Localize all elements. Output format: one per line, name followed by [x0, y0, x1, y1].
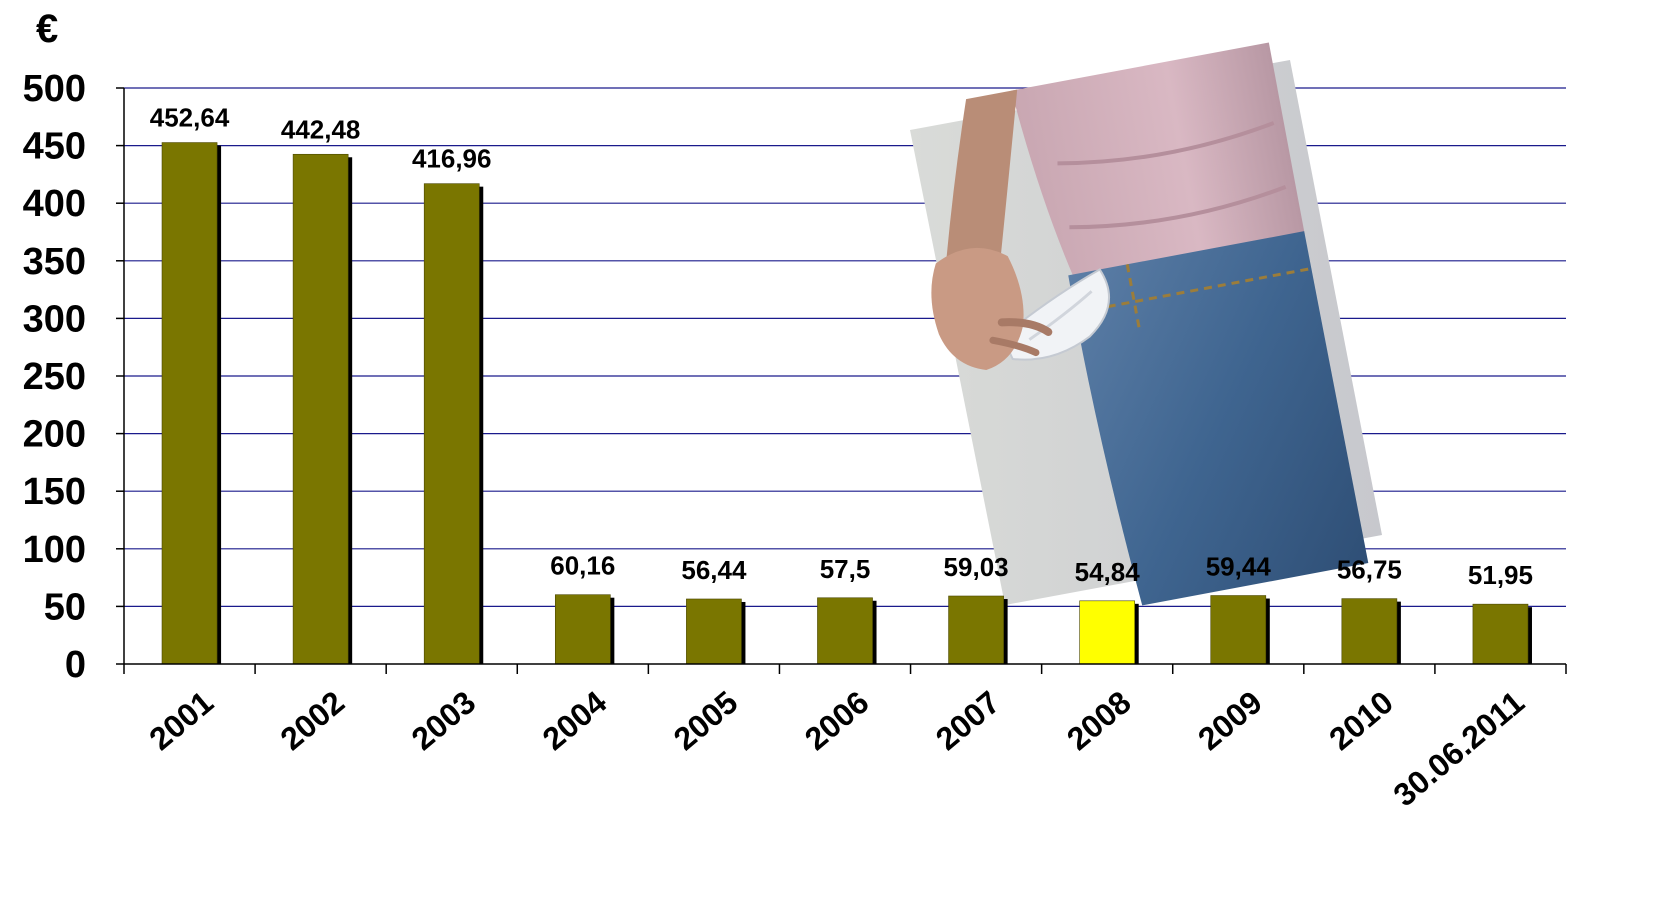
bar	[161, 142, 218, 665]
unit-label: €	[36, 7, 58, 51]
data-label: 51,95	[1468, 560, 1533, 590]
bar	[1079, 600, 1136, 665]
y-tick-label: 250	[23, 356, 86, 398]
bar	[1341, 598, 1398, 665]
x-tick-label: 2008	[1060, 684, 1138, 757]
data-labels: 452,64 442,48 416,96 60,16 56,44 57,5 59,03 54,…	[150, 103, 1533, 591]
data-label: 416,96	[412, 144, 492, 174]
x-tick-label: 2002	[273, 684, 351, 757]
data-label: 56,75	[1337, 555, 1402, 585]
x-tick-label: 2006	[798, 684, 876, 757]
data-label: 59,03	[944, 552, 1009, 582]
x-tick-label: 2010	[1322, 684, 1400, 757]
x-tick-label: 2003	[405, 684, 483, 757]
bar	[1472, 603, 1529, 665]
bar	[948, 595, 1004, 665]
axes	[123, 88, 1566, 665]
empty-pocket-photo	[910, 42, 1382, 606]
y-tick-label: 300	[23, 298, 86, 340]
gridlines	[124, 87, 1566, 608]
x-axis-ticks: 2001 2002 2003 2004 2005 2006 2007 2008 2009 2010…	[123, 664, 1567, 813]
bar	[1210, 595, 1267, 665]
data-label: 442,48	[281, 114, 361, 144]
y-tick-label: 100	[23, 529, 86, 571]
y-tick-label: 50	[44, 586, 86, 628]
data-label: 452,64	[150, 103, 230, 133]
bars	[161, 142, 1532, 665]
data-label: 60,16	[550, 551, 615, 581]
bar	[686, 598, 742, 665]
y-tick-label: 500	[23, 68, 86, 110]
x-tick-label: 2005	[667, 684, 745, 757]
bar	[292, 153, 349, 665]
x-tick-label: 30.06.2011	[1386, 684, 1530, 813]
x-tick-label: 2007	[929, 684, 1007, 757]
data-label: 57,5	[820, 554, 871, 584]
y-tick-label: 450	[23, 126, 86, 168]
x-tick-label: 2009	[1191, 684, 1269, 757]
data-label: 54,84	[1075, 557, 1141, 587]
y-tick-label: 350	[23, 241, 86, 283]
x-tick-label: 2001	[142, 684, 220, 757]
y-axis-ticks: 0 50 100 150 200 250 300 350 400 450 500	[23, 68, 124, 686]
y-tick-label: 150	[23, 471, 86, 513]
data-label: 56,44	[681, 555, 747, 585]
x-tick-label: 2004	[536, 684, 614, 757]
bar	[554, 594, 611, 665]
y-tick-label: 200	[23, 414, 86, 456]
y-tick-label: 0	[65, 644, 86, 686]
bar	[817, 597, 873, 665]
bar	[423, 183, 480, 665]
y-tick-label: 400	[23, 183, 86, 225]
data-label: 59,44	[1206, 552, 1272, 582]
